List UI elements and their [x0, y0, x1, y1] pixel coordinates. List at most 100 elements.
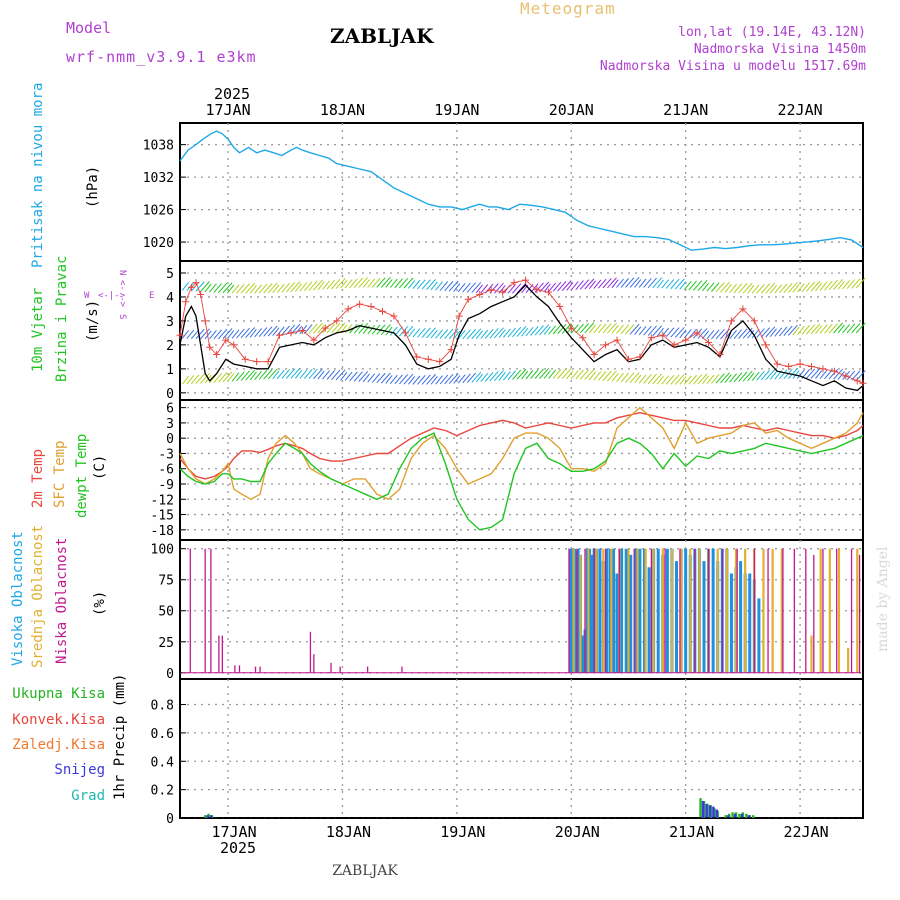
wind-arrow [751, 329, 760, 339]
wind-arrow [290, 367, 301, 379]
wind-arrow [525, 327, 534, 337]
wind-arrow [448, 328, 459, 340]
y-tick-label: 50 [158, 605, 174, 620]
wind-arrow [607, 370, 617, 382]
wind-arrow [778, 369, 788, 380]
wind-arrow [371, 373, 381, 383]
wind-arrow [358, 277, 369, 288]
wind-arrow [774, 284, 783, 294]
wind-arrow [218, 282, 228, 294]
wind-arrow [575, 369, 584, 380]
wind-arrow [426, 373, 436, 385]
wind-gust-marker [739, 305, 747, 313]
wind-arrow [245, 369, 256, 381]
wind-arrow [200, 328, 210, 340]
wind-arrow [557, 368, 567, 379]
precip-bar [724, 815, 727, 818]
wind-arrow [245, 282, 256, 294]
wind-arrow [530, 326, 539, 336]
y-tick-label: 3 [166, 315, 174, 330]
wind-arrow [462, 282, 471, 293]
wind-arrow [557, 323, 567, 335]
wind-arrow [439, 281, 449, 291]
cloud-panel: 0 25 50 75 100 [151, 539, 864, 682]
wind-arrow [787, 282, 798, 293]
wind-arrow [711, 374, 720, 384]
wind-arrow [688, 328, 697, 339]
wind-arrow [444, 280, 454, 292]
wind-gust-marker [785, 362, 793, 370]
pressure-label: Pritisak na nivou mora [30, 83, 46, 268]
wind-arrow [810, 323, 821, 335]
wind-arrow [756, 283, 765, 294]
wind-arrow [697, 373, 708, 385]
wind-arrow [435, 375, 443, 385]
wind-arrow [797, 369, 805, 379]
wind-arrow [720, 281, 730, 293]
wind-arrow [385, 279, 393, 288]
wind-arrow [304, 281, 313, 292]
wind-arrow [236, 328, 245, 339]
wind-gust-marker [390, 312, 398, 320]
wind-arrow [774, 327, 783, 337]
y-tick-label: 1032 [143, 171, 174, 186]
wind-arrow [738, 371, 748, 382]
wind-arrow [276, 326, 285, 336]
wind-gust-marker [762, 341, 770, 349]
precip-legend-item: Ukupna Kisa [12, 686, 105, 702]
wind-arrow [643, 374, 652, 384]
temp-label-dewpt: dewpt Temp [74, 434, 90, 518]
wind-arrow [408, 280, 416, 289]
wind-arrow [448, 280, 459, 292]
wind-arrow [616, 278, 624, 288]
wind-arrow [747, 329, 755, 339]
precip-bar [745, 813, 748, 818]
wind-arrow [593, 324, 602, 334]
wind-arrow [276, 283, 285, 293]
wind-arrow [181, 330, 189, 339]
panel-frame [179, 678, 864, 819]
wind-dir-n: N [117, 270, 127, 275]
wind-arrow [783, 325, 793, 337]
wind-arrow [362, 373, 370, 383]
wind-arrow [200, 372, 210, 384]
wind-arrow [317, 324, 325, 334]
wind-gust-marker [567, 324, 575, 332]
y-tick-label: 3 [166, 417, 174, 432]
wind-arrow [236, 283, 245, 294]
precip-bar [705, 803, 708, 818]
wind-arrow [263, 326, 273, 337]
wind-arrow [190, 281, 200, 292]
wind-arrow [652, 277, 663, 289]
wind-arrow [552, 369, 562, 379]
wind-arrow [304, 369, 313, 379]
wind-speed-line [179, 284, 864, 392]
wind-arrow [783, 282, 793, 294]
wind-arrow [380, 324, 391, 336]
wind-label-1: 10m Vjetar [30, 288, 46, 372]
wind-gust-marker [401, 329, 409, 337]
wind-arrow [806, 324, 816, 335]
y-tick-label: 4 [166, 291, 174, 306]
wind-panel: 0 1 2 3 4 5 [166, 260, 867, 402]
wind-arrow [435, 281, 443, 291]
wind-arrow [498, 329, 506, 339]
wind-arrow [566, 370, 574, 380]
wind-arrow [254, 328, 263, 338]
wind-arrow [231, 329, 240, 339]
wind-arrow [249, 329, 257, 338]
wind-arrow [534, 368, 544, 379]
top-day-label: 22JAN [777, 101, 822, 119]
wind-arrow [358, 322, 369, 334]
temp-label-2m: 2m Temp [30, 449, 46, 508]
wind-arrow [692, 280, 703, 291]
wind-arrow [439, 374, 449, 385]
y-tick-label: 0.6 [151, 727, 174, 742]
wind-arrow [308, 280, 318, 291]
wind-arrow [607, 277, 617, 289]
wind-gust-marker [773, 360, 781, 368]
wind-arrow [738, 283, 748, 294]
wind-gust-marker [187, 283, 195, 291]
wind-arrow [503, 328, 511, 338]
